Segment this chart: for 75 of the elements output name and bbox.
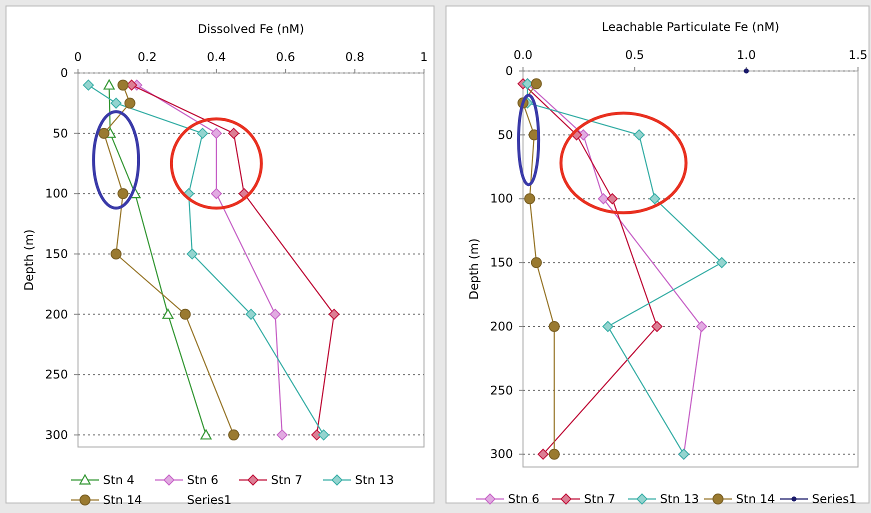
y-tick-label: 50 [498,128,513,142]
x-tick-label: 1.0 [736,48,756,62]
x-tick-label: 0.6 [276,50,296,64]
x-tick-label: 0.8 [345,50,364,64]
x-axis-title: Dissolved Fe (nM) [198,22,304,36]
point [162,308,174,319]
point [197,128,208,139]
y-tick-label: 300 [490,447,513,462]
y-tick-label: 250 [490,383,513,398]
y-axis-title: Depth (m) [22,229,36,291]
legend-label: Stn 13 [355,473,394,487]
x-axis-title: Leachable Particulate Fe (nM) [602,20,780,34]
legend-label: Stn 14 [736,492,776,506]
point [652,320,662,332]
point [228,429,240,440]
y-tick-label: 0 [60,66,68,80]
point [180,308,191,320]
point [606,193,618,204]
point [104,79,115,90]
point [318,429,330,440]
text: Series1 [187,493,232,507]
point [117,80,128,91]
point [276,429,288,440]
point [649,193,660,204]
point [228,128,240,139]
point [548,320,560,332]
legend-label: Stn 14 [103,493,142,507]
point [246,308,256,320]
y-axis-title: Depth (m) [467,238,481,300]
x-tick-label: 0.0 [513,48,533,62]
y-tick-label: 200 [490,319,513,334]
x-tick-label: 1.5 [848,48,868,62]
point [548,448,560,460]
point [117,188,128,200]
point [110,98,122,109]
point [98,128,110,139]
point [210,188,222,200]
point [602,320,614,332]
point [82,80,94,91]
legend-label: Stn 4 [103,473,134,487]
y-tick-label: 100 [490,192,513,206]
x-tick-label: 0.2 [138,50,157,64]
legend-label: Stn 7 [271,473,302,487]
x-tick-label: 0 [74,50,82,64]
point [270,308,281,320]
point [110,248,122,260]
x-tick-label: 1 [420,50,428,64]
legend-label: Stn 13 [660,492,700,506]
legend-label: Series1 [812,492,857,506]
point [634,129,645,140]
point [696,320,708,332]
y-tick-label: 50 [52,126,68,140]
point [598,193,609,204]
point [124,98,136,109]
legend-label: Stn 6 [508,492,540,506]
x-tick-label: 0.5 [625,48,644,62]
y-tick-label: 250 [45,368,68,382]
point [186,248,198,260]
point [328,308,340,320]
y-tick-label: 200 [45,307,68,322]
legend-label: Stn 6 [187,473,218,487]
point [530,257,542,268]
y-tick-label: 100 [45,186,68,201]
x-tick-label: 0.4 [206,50,226,64]
point [530,78,542,90]
y-tick-label: 300 [45,428,68,442]
y-tick-label: 150 [45,246,68,261]
point [524,193,536,204]
point [200,429,212,440]
point [210,128,222,139]
y-tick-label: 150 [490,256,513,270]
point [538,448,549,460]
y-tick-label: 0 [505,64,513,78]
point [716,257,728,268]
legend-label: Stn 7 [584,492,616,506]
